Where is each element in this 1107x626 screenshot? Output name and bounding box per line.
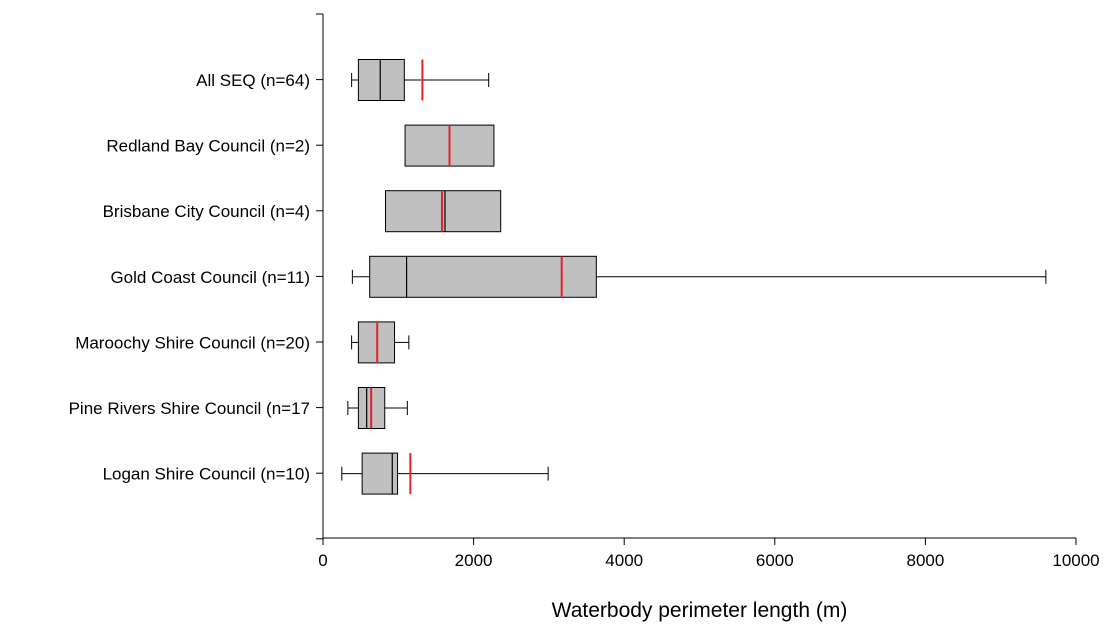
y-tick-marks <box>316 13 323 540</box>
box-item <box>384 190 502 233</box>
x-tick-label: 8000 <box>906 551 944 570</box>
x-tick-label: 2000 <box>455 551 493 570</box>
box-item <box>351 321 410 364</box>
category-label: Redland Bay Council (n=2) <box>106 137 310 156</box>
box-iqr <box>357 59 405 101</box>
x-tick-label: 4000 <box>605 551 643 570</box>
box-item <box>347 387 408 429</box>
box-item <box>351 255 1047 298</box>
box-series <box>341 59 1047 495</box>
category-label: Maroochy Shire Council (n=20) <box>75 333 310 352</box>
box-item <box>341 452 549 495</box>
category-label: All SEQ (n=64) <box>196 71 310 90</box>
x-tick-label: 0 <box>318 551 327 570</box>
box-iqr <box>361 452 399 495</box>
x-ticks: 0 2000 4000 6000 8000 10000 <box>318 538 1100 570</box>
category-label: Gold Coast Council (n=11) <box>110 268 310 287</box>
x-tick-label: 6000 <box>756 551 794 570</box>
x-axis-title: Waterbody perimeter length (m) <box>552 599 848 622</box>
category-label: Brisbane City Council (n=4) <box>103 202 310 221</box>
x-tick-label: 10000 <box>1052 551 1099 570</box>
category-label: Logan Shire Council (n=10) <box>103 465 310 484</box>
box-item <box>404 124 495 167</box>
box-iqr <box>384 190 502 233</box>
box-iqr <box>369 255 597 298</box>
category-labels: All SEQ (n=64) Redland Bay Council (n=2) B… <box>69 71 310 484</box>
box-item <box>351 59 490 101</box>
category-label: Pine Rivers Shire Council (n=17 <box>69 399 310 418</box>
